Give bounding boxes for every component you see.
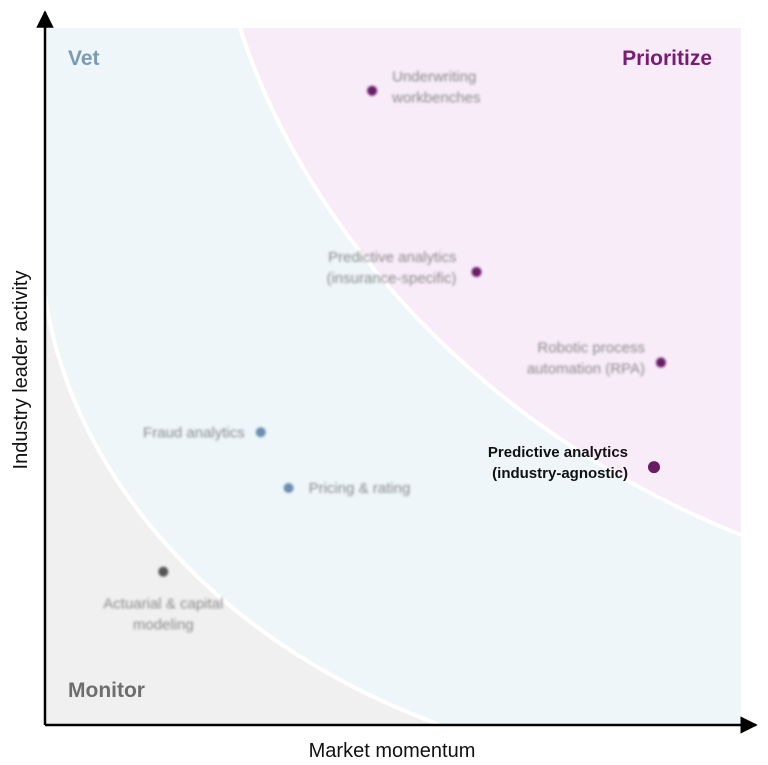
region-label-vet: Vet [68,47,100,70]
data-point-marker [367,85,378,96]
data-point-label-line: workbenches [391,90,480,107]
data-point-marker [283,483,294,494]
region-monitor [45,295,440,725]
data-point-label: Predictive analytics (insurance-specific) [326,249,456,287]
x-axis-label: Market momentum [309,740,476,762]
data-point-marker [471,266,482,277]
data-point-label-line: modeling [133,617,194,634]
data-point: Underwriting workbenches [367,69,481,107]
monitor-boundary [43,294,441,727]
data-point: Actuarial & capital modeling [103,566,223,634]
data-point-label-line: (insurance-specific) [326,270,456,287]
data-point-marker [648,461,660,474]
data-point-label: Robotic process automation (RPA) [527,340,645,378]
data-point-label-line: Fraud analytics [143,424,245,441]
data-point-label: Predictive analytics (industry-agnostic) [488,444,628,482]
region-prioritize [240,28,741,535]
data-point-label-line: Robotic process [537,340,645,357]
data-point-label: Pricing & rating [309,480,411,497]
region-label-monitor: Monitor [68,679,145,702]
data-point-label-line: Predictive analytics [328,249,456,266]
data-point-label-line: automation (RPA) [527,361,645,378]
data-point: Pricing & rating [283,480,411,497]
data-point: Predictive analytics (insurance-specific) [326,249,482,287]
data-point-marker [655,357,666,368]
data-point-label-line: Predictive analytics [488,444,628,461]
data-point: Predictive analytics (industry-agnostic) [488,444,660,482]
data-point: Robotic process automation (RPA) [527,340,666,378]
region-label-prioritize: Prioritize [622,47,712,70]
data-point-label-line: Pricing & rating [309,480,411,497]
data-point-label-line: Underwriting [392,69,476,86]
prioritize-boundary [238,27,742,537]
data-points: Underwriting workbenches Predictive analyt… [103,69,666,634]
data-point-label-line: (industry-agnostic) [492,465,628,482]
data-point-marker [158,566,169,577]
data-point: Fraud analytics [143,424,266,441]
y-axis-label: Industry leader activity [10,271,32,470]
data-point-label: Underwriting workbenches [391,69,480,107]
data-point-label: Fraud analytics [143,424,245,441]
data-point-label-line: Actuarial & capital [103,596,223,613]
data-point-label: Actuarial & capital modeling [103,596,223,634]
data-point-marker [255,427,266,438]
plot-regions [43,27,742,727]
